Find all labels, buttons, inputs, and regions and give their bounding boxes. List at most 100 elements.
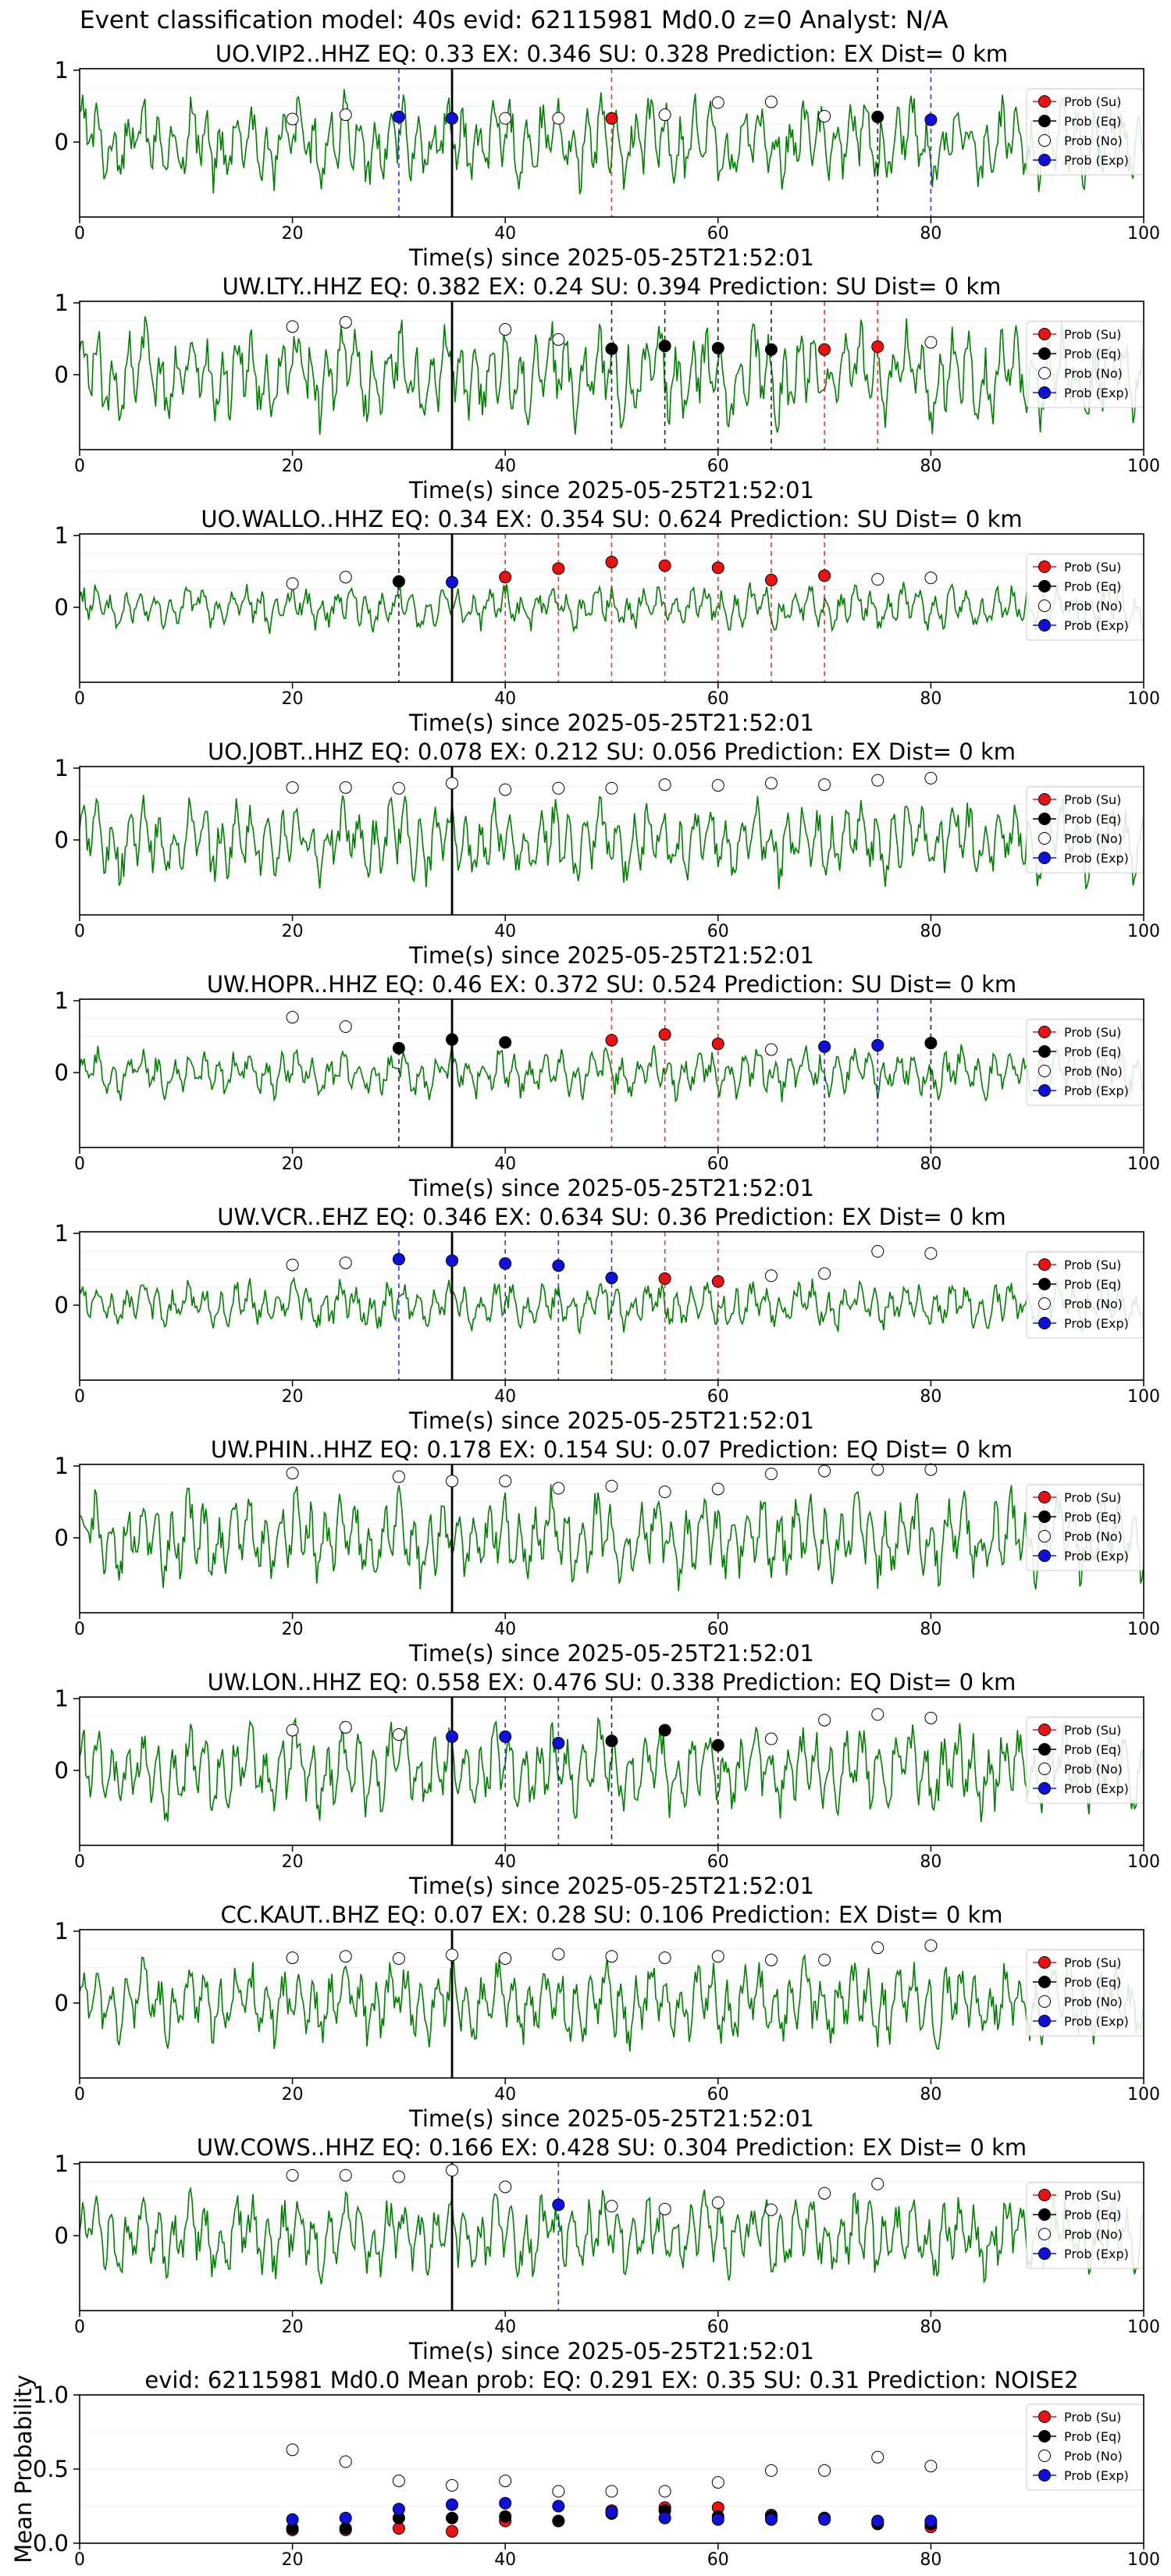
legend-label: Prob (Exp) bbox=[1064, 153, 1129, 168]
mean-point-exp bbox=[711, 2513, 724, 2526]
legend-label: Prob (No) bbox=[1064, 831, 1123, 846]
x-tick-label: 100 bbox=[1127, 1155, 1160, 1174]
prob-point-no bbox=[924, 571, 938, 585]
prob-point-no bbox=[711, 1482, 724, 1496]
y-tick-label: 1 bbox=[55, 987, 69, 1014]
y-tick-label: 0 bbox=[55, 1757, 69, 1784]
prob-point-no bbox=[499, 323, 512, 336]
seismogram-trace bbox=[79, 795, 1144, 890]
x-tick-label: 80 bbox=[920, 922, 941, 941]
subplot-4: UO.JOBT..HHZ EQ: 0.078 EX: 0.212 SU: 0.0… bbox=[55, 738, 1160, 969]
x-tick-label: 60 bbox=[707, 1155, 729, 1174]
subplot-title: UW.PHIN..HHZ EQ: 0.178 EX: 0.154 SU: 0.0… bbox=[211, 1436, 1013, 1463]
legend-marker-su bbox=[1038, 560, 1051, 573]
prob-point-su bbox=[658, 1028, 671, 1041]
subplot-2: UW.LTY..HHZ EQ: 0.382 EX: 0.24 SU: 0.394… bbox=[55, 273, 1160, 503]
x-tick-label: 80 bbox=[920, 2318, 941, 2337]
prob-point-no bbox=[924, 771, 938, 785]
prob-point-no bbox=[871, 1708, 884, 1721]
prob-point-exp bbox=[871, 1039, 884, 1052]
prob-point-no bbox=[605, 2200, 618, 2213]
legend-marker-su bbox=[1038, 328, 1051, 340]
y-tick-label: 1 bbox=[55, 290, 69, 316]
prob-point-no bbox=[818, 1267, 831, 1280]
axes-frame bbox=[79, 68, 1144, 218]
prob-point-eq bbox=[711, 1738, 724, 1752]
x-tick-label: 20 bbox=[282, 1620, 304, 1639]
legend-marker-no bbox=[1038, 134, 1051, 147]
mean-point-eq bbox=[552, 2514, 565, 2528]
x-tick-label: 80 bbox=[920, 2550, 941, 2570]
x-tick-label: 20 bbox=[282, 2550, 304, 2570]
mean-point-exp bbox=[818, 2513, 831, 2526]
prob-point-no bbox=[286, 1952, 299, 1965]
prob-point-no bbox=[392, 781, 405, 795]
prob-point-su bbox=[871, 340, 884, 354]
legend-label: Prob (No) bbox=[1064, 1994, 1123, 2009]
legend-marker-no bbox=[1038, 1065, 1051, 1077]
y-tick-label: 1 bbox=[55, 1685, 69, 1712]
legend-label: Prob (Eq) bbox=[1064, 1975, 1121, 1990]
prob-point-no bbox=[658, 2202, 671, 2215]
legend-marker-exp bbox=[1038, 2469, 1051, 2482]
prob-point-su bbox=[818, 343, 831, 356]
prob-point-no bbox=[446, 1475, 459, 1488]
legend-label: Prob (Eq) bbox=[1064, 2429, 1121, 2444]
subplot-7: UW.PHIN..HHZ EQ: 0.178 EX: 0.154 SU: 0.0… bbox=[55, 1436, 1160, 1667]
prob-point-no bbox=[286, 1011, 299, 1024]
axes-frame bbox=[79, 301, 1144, 450]
legend-label: Prob (Su) bbox=[1064, 2188, 1121, 2203]
mean-point-eq bbox=[499, 2510, 512, 2523]
x-tick-label: 40 bbox=[494, 457, 516, 476]
legend-marker-exp bbox=[1038, 1782, 1051, 1795]
subplot-title: UO.JOBT..HHZ EQ: 0.078 EX: 0.212 SU: 0.0… bbox=[208, 738, 1016, 765]
legend-label: Prob (Exp) bbox=[1064, 386, 1129, 400]
y-tick-label: 0 bbox=[55, 1292, 69, 1318]
legend-marker-no bbox=[1038, 367, 1051, 379]
x-tick-label: 80 bbox=[920, 2085, 941, 2105]
x-tick-label: 0 bbox=[74, 2085, 85, 2105]
legend-marker-exp bbox=[1038, 386, 1051, 399]
mean-point-eq bbox=[339, 2522, 352, 2535]
y-tick-label: 1 bbox=[55, 1220, 69, 1247]
x-axis-label: Time(s) since 2025-05-25T21:52:01 bbox=[408, 1873, 814, 1899]
prob-point-no bbox=[764, 1043, 778, 1056]
x-axis-label: Time(s) since 2025-05-25T21:52:01 bbox=[408, 244, 814, 271]
mean-point-no bbox=[711, 2476, 724, 2489]
legend-label: Prob (Eq) bbox=[1064, 347, 1121, 361]
subplot-title: evid: 62115981 Md0.0 Mean prob: EQ: 0.29… bbox=[144, 2367, 1078, 2393]
x-tick-label: 60 bbox=[707, 922, 729, 941]
prob-point-no bbox=[339, 1256, 352, 1269]
figure-suptitle: Event classification model: 40s evid: 62… bbox=[80, 6, 949, 34]
prob-point-no bbox=[499, 112, 512, 125]
prob-point-su bbox=[764, 574, 778, 587]
prob-point-no bbox=[924, 336, 938, 349]
legend-marker-eq bbox=[1038, 1976, 1051, 1988]
y-tick-label: 1 bbox=[55, 755, 69, 781]
x-axis-label: Time(s) since 2025-05-25T21:52:01 bbox=[408, 942, 814, 969]
prob-point-no bbox=[871, 774, 884, 787]
mean-point-no bbox=[924, 2460, 938, 2473]
y-tick-label: 0 bbox=[55, 1059, 69, 1086]
x-axis-label: Time(s) since 2025-05-25T21:52:01 bbox=[408, 1407, 814, 1434]
prob-point-exp bbox=[392, 1253, 405, 1266]
prob-point-no bbox=[286, 781, 299, 794]
legend-label: Prob (No) bbox=[1064, 133, 1123, 148]
prob-point-no bbox=[392, 1952, 405, 1965]
mean-point-exp bbox=[286, 2513, 299, 2526]
legend-label: Prob (Eq) bbox=[1064, 1742, 1121, 1757]
x-tick-label: 20 bbox=[282, 689, 304, 709]
prob-point-no bbox=[499, 2180, 512, 2194]
legend-marker-exp bbox=[1038, 1084, 1051, 1097]
legend-marker-su bbox=[1038, 1724, 1051, 1736]
legend-marker-exp bbox=[1038, 852, 1051, 864]
legend-marker-su bbox=[1038, 1026, 1051, 1038]
x-tick-label: 100 bbox=[1127, 1620, 1160, 1639]
mean-point-no bbox=[286, 2443, 299, 2457]
mean-point-exp bbox=[446, 2498, 459, 2511]
prob-point-no bbox=[339, 109, 352, 122]
legend-label: Prob (Exp) bbox=[1064, 2247, 1129, 2261]
legend-marker-no bbox=[1038, 1297, 1051, 1310]
prob-point-exp bbox=[552, 1259, 565, 1272]
prob-point-no bbox=[818, 1464, 831, 1478]
